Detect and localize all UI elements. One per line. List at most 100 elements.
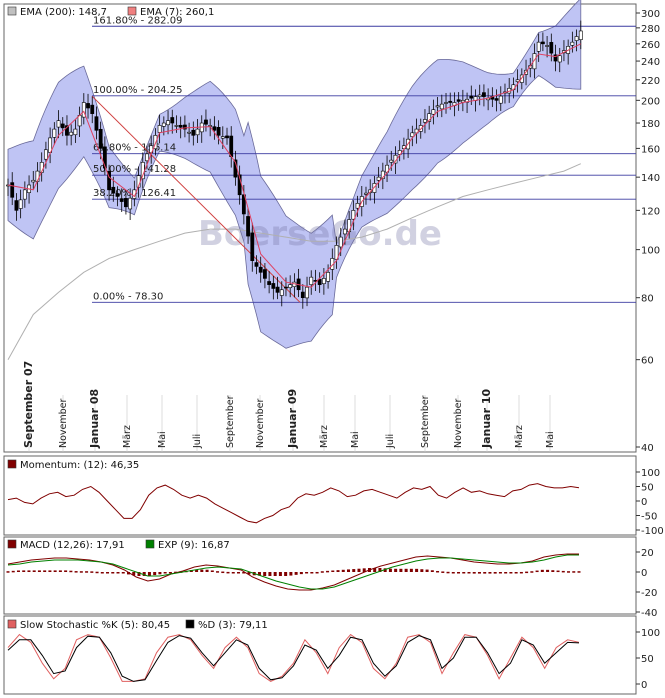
- macd-histogram-bar: [48, 570, 52, 572]
- candle-body: [448, 100, 453, 103]
- fib-label: 100.00% - 204.25: [93, 85, 182, 96]
- candle-body: [469, 95, 474, 99]
- macd-histogram-bar: [11, 570, 15, 573]
- macd-histogram-bar: [100, 572, 104, 574]
- macd-histogram-bar: [326, 570, 330, 573]
- candle-body: [81, 102, 86, 118]
- price-chart: BoerseGo.de 161.80% - 282.09 100.00% - 204…: [6, 0, 660, 454]
- legend-swatch: [127, 6, 137, 16]
- y-tick-label: 50: [641, 654, 654, 665]
- candle-body: [229, 135, 234, 157]
- macd-histogram-bar: [6, 571, 10, 573]
- candle-body: [570, 41, 575, 46]
- macd-histogram-bar: [305, 572, 309, 574]
- macd-histogram-bar: [331, 570, 335, 573]
- legend-label: EXP (9): 16,87: [158, 540, 230, 551]
- candle-body: [376, 176, 381, 181]
- candle-body: [574, 36, 579, 41]
- candle-body: [351, 210, 356, 220]
- macd-histogram-bar: [352, 569, 356, 572]
- legend-swatch: [7, 619, 17, 629]
- candle-body: [532, 53, 537, 70]
- macd-histogram-bar: [383, 568, 387, 572]
- candle-body: [321, 278, 326, 285]
- candle-body: [338, 236, 343, 248]
- macd-histogram-bar: [27, 570, 31, 572]
- candle-body: [271, 283, 276, 289]
- macd-histogram-bar: [388, 568, 392, 572]
- candle-body: [56, 120, 61, 128]
- candle-body: [204, 119, 208, 125]
- y-tick-label: 50: [641, 483, 654, 494]
- trend-line: [91, 95, 301, 303]
- candle-body: [536, 41, 541, 52]
- candle-body: [540, 41, 545, 45]
- candle-body: [18, 199, 23, 209]
- legend-label: %D (3): 79,11: [198, 620, 268, 631]
- macd-histogram-bar: [106, 572, 110, 574]
- candle-body: [128, 197, 133, 210]
- macd-histogram-bar: [95, 571, 99, 574]
- y-tick-label: 80: [641, 294, 654, 305]
- candle-body: [250, 232, 255, 261]
- candle-body: [157, 125, 162, 133]
- candle-body: [284, 286, 288, 289]
- macd-histogram-bar: [257, 572, 261, 576]
- macd-histogram-bar: [231, 572, 235, 574]
- legend-swatch: [185, 619, 195, 629]
- macd-histogram-bar: [488, 572, 492, 574]
- series-line: [7, 633, 580, 682]
- y-tick-label: 100: [641, 468, 660, 479]
- x-label: Juli: [385, 434, 396, 449]
- candle-body: [288, 284, 293, 289]
- candle-body: [545, 45, 549, 47]
- macd-histogram-bar: [216, 571, 220, 573]
- candle-body: [191, 129, 196, 136]
- candle-body: [119, 198, 124, 202]
- y-tick-label: 40: [641, 443, 654, 454]
- candle-body: [65, 125, 69, 136]
- y-tick-label: 0: [641, 497, 647, 508]
- stochastic-chart: 100 50 0: [7, 628, 660, 691]
- candle-body: [60, 123, 65, 129]
- watermark: BoerseGo.de: [198, 214, 442, 254]
- macd-histogram-bar: [195, 569, 199, 572]
- macd-histogram-bar: [546, 569, 550, 572]
- macd-histogram-bar: [69, 570, 73, 573]
- macd-histogram-bar: [362, 568, 366, 572]
- candle-body: [220, 136, 225, 139]
- macd-histogram-bar: [90, 571, 94, 573]
- legend-swatch: [7, 539, 17, 549]
- macd-histogram-bar: [347, 569, 351, 572]
- candle-body: [132, 189, 137, 199]
- y-tick-label: 200: [641, 96, 660, 107]
- y-tick-label: 0: [641, 680, 647, 691]
- macd-histogram-bar: [572, 571, 576, 573]
- macd-panel-frame: [3, 536, 637, 615]
- legend-label: EMA (200): 148,7: [20, 7, 107, 18]
- macd-histogram-bar: [509, 572, 513, 574]
- candle-body: [225, 135, 229, 139]
- macd-histogram-bar: [320, 571, 324, 573]
- macd-histogram-bar: [53, 570, 57, 572]
- ema200-line: [7, 163, 582, 360]
- candle-body: [31, 179, 36, 183]
- macd-histogram-bar: [158, 572, 162, 575]
- macd-histogram-bar: [525, 571, 529, 574]
- candle-body: [343, 228, 347, 235]
- x-label: November: [453, 398, 464, 448]
- macd-histogram-bar: [85, 571, 89, 573]
- macd-histogram-bar: [263, 572, 267, 576]
- y-tick-label: 260: [641, 40, 660, 51]
- bollinger-band: [7, 0, 582, 349]
- macd-histogram-bar: [551, 570, 555, 572]
- macd-histogram-bar: [430, 570, 434, 572]
- candle-body: [372, 183, 377, 193]
- macd-histogram-bar: [284, 572, 288, 576]
- candle-body: [22, 189, 27, 200]
- macd-histogram-bar: [221, 571, 225, 574]
- macd-histogram-bar: [310, 572, 314, 574]
- macd-histogram-bar: [299, 572, 303, 575]
- x-label: Juli: [192, 434, 203, 449]
